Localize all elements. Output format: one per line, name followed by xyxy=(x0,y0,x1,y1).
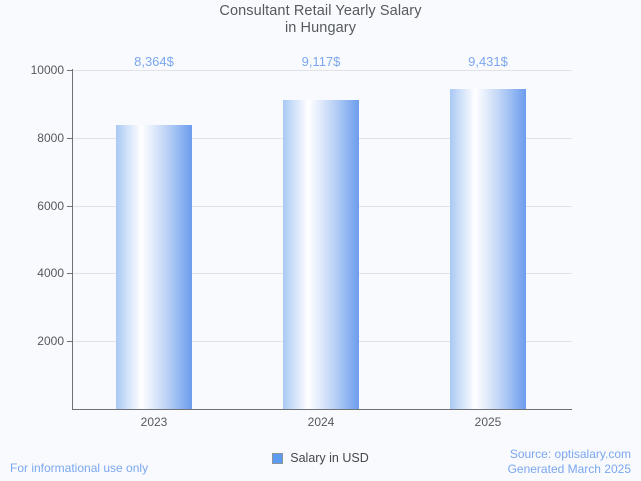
y-tick-label-4000: 4000 xyxy=(37,266,64,280)
y-tick-mark-2000 xyxy=(67,341,73,342)
footer-disclaimer: For informational use only xyxy=(10,461,149,475)
y-tick-label-8000: 8000 xyxy=(37,131,64,145)
x-axis-line xyxy=(72,409,572,410)
footer-source-line: Source: optisalary.com xyxy=(509,447,631,461)
y-tick-mark-6000 xyxy=(67,206,73,207)
y-axis-line xyxy=(72,69,73,410)
y-tick-label-2000: 2000 xyxy=(37,334,64,348)
x-tick-label-2025: 2025 xyxy=(474,415,502,429)
plot-area xyxy=(73,70,572,409)
y-axis-tick-labels: 10000 8000 6000 4000 2000 xyxy=(0,0,64,481)
value-label-2024: 9,117$ xyxy=(301,54,341,69)
y-tick-mark-8000 xyxy=(67,138,73,139)
y-tick-mark-10000 xyxy=(67,70,73,71)
y-tick-label-10000: 10000 xyxy=(30,63,64,77)
x-tick-label-2024: 2024 xyxy=(307,415,335,429)
footer-generated-line: Generated March 2025 xyxy=(507,462,631,476)
value-label-2023: 8,364$ xyxy=(134,54,174,69)
bar-2025[interactable] xyxy=(450,89,526,409)
chart-title: Consultant Retail Yearly Salary in Hunga… xyxy=(0,3,641,37)
chart-title-line-2: in Hungary xyxy=(284,20,357,36)
chart-title-line-1: Consultant Retail Yearly Salary xyxy=(219,3,422,19)
y-tick-mark-4000 xyxy=(67,273,73,274)
bar-2024[interactable] xyxy=(283,99,359,409)
legend-swatch-salary-in-usd xyxy=(272,453,284,464)
footer-source: Source: optisalary.com Generated March 2… xyxy=(508,447,631,477)
gridline-10000 xyxy=(73,70,572,71)
legend-label-salary-in-usd: Salary in USD xyxy=(290,451,369,465)
value-label-2025: 9,431$ xyxy=(468,54,508,69)
y-tick-label-6000: 6000 xyxy=(37,199,64,213)
x-tick-label-2023: 2023 xyxy=(140,415,168,429)
bar-2023[interactable] xyxy=(116,125,192,409)
chart-legend[interactable]: Salary in USD xyxy=(0,452,641,465)
